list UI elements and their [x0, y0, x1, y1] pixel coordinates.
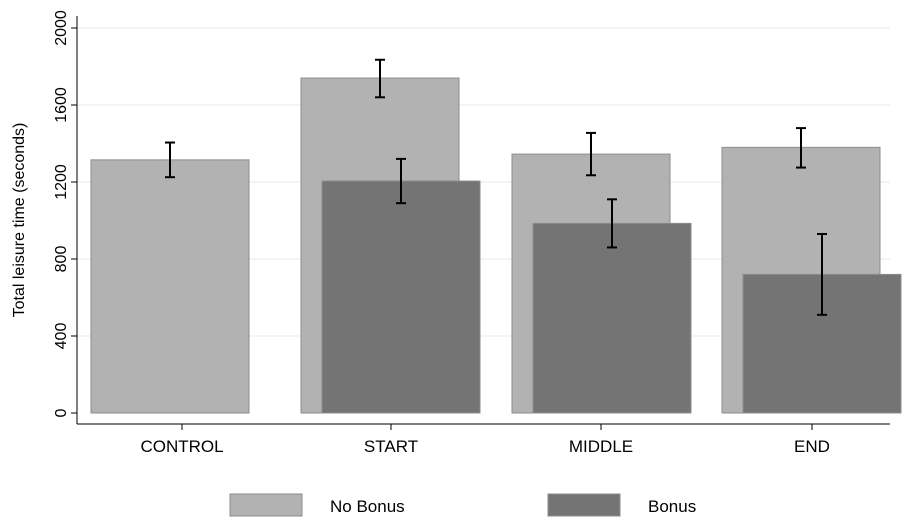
y-tick-label: 1600 [53, 87, 70, 123]
no-bonus-error-bar [375, 58, 385, 99]
x-tick-label: CONTROL [140, 437, 223, 456]
no-bonus-error-bar [165, 141, 175, 179]
bonus-error-bar [607, 198, 617, 249]
y-tick-label: 0 [53, 408, 70, 417]
no-bonus-error-bar [796, 127, 806, 169]
legend-no-bonus: No Bonus [229, 493, 405, 517]
legend-bonus: Bonus [547, 493, 696, 517]
y-tick-label: 800 [53, 246, 70, 273]
no-bonus-bar [90, 159, 250, 414]
y-axis-title: Total leisure time (seconds) [11, 123, 28, 318]
bonus-error-bar [817, 232, 827, 316]
legend-label: No Bonus [330, 497, 405, 516]
error-bars [165, 58, 827, 316]
x-tick-label: START [364, 437, 418, 456]
legend: No Bonus Bonus [229, 493, 696, 517]
bonus-bar [532, 222, 692, 414]
bonus-bar [321, 180, 481, 414]
x-axis: CONTROL START MIDDLE END [77, 423, 890, 456]
y-tick-label: 1200 [53, 164, 70, 200]
no-bonus-error-bar [586, 131, 596, 177]
legend-label: Bonus [648, 497, 696, 516]
bars [90, 77, 902, 414]
legend-swatch [547, 493, 621, 517]
legend-swatch [229, 493, 303, 517]
y-tick-label: 400 [53, 323, 70, 350]
bonus-error-bar [396, 157, 406, 205]
x-tick-label: END [794, 437, 830, 456]
y-axis: 0 400 800 1200 1600 2000 [53, 10, 78, 424]
y-tick-label: 2000 [53, 10, 70, 46]
x-tick-label: MIDDLE [569, 437, 633, 456]
